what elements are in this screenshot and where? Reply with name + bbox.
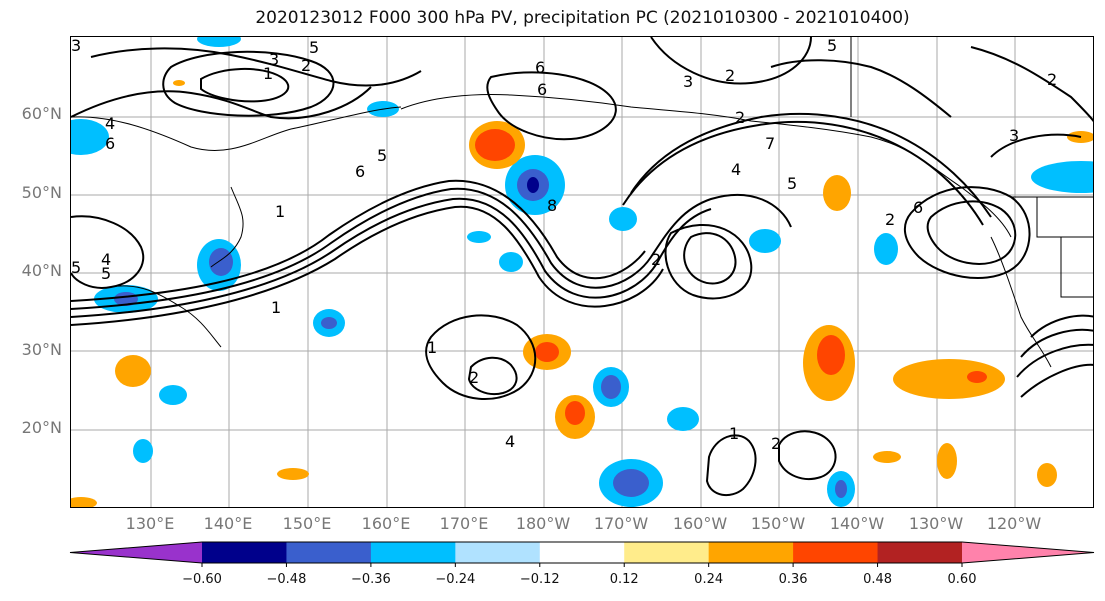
coastlines bbox=[71, 37, 1093, 368]
lon-label: 120°W bbox=[986, 514, 1042, 533]
colorbar-segments bbox=[69, 541, 1095, 567]
lat-label: 20°N bbox=[21, 418, 62, 437]
map-canvas: 5 5 3 2 1 6 2 3 2 4 6 5 6 1 2 3 7 5 4 8 … bbox=[71, 37, 1093, 507]
contour-label: 1 bbox=[729, 424, 739, 443]
contour-label: 2 bbox=[469, 368, 479, 387]
lat-label: 60°N bbox=[21, 104, 62, 123]
contour-label-group: 5 5 3 2 1 6 2 3 2 4 6 5 6 1 2 3 7 5 4 8 … bbox=[71, 37, 1057, 453]
contour-label: 1 bbox=[263, 64, 273, 83]
lon-label: 170°E bbox=[439, 514, 489, 533]
pv-contours bbox=[71, 37, 1093, 497]
contour-label: 4 bbox=[505, 432, 515, 451]
contour-label: 4 bbox=[105, 114, 115, 133]
colorbar-tick-label: 0.60 bbox=[947, 572, 977, 587]
contour-label: 6 bbox=[537, 80, 547, 99]
colorbar-tick-label: 0.48 bbox=[863, 572, 893, 587]
colorbar-segment bbox=[202, 542, 287, 563]
colorbar-segment bbox=[877, 542, 963, 563]
colorbar-extend-min bbox=[70, 542, 202, 563]
contour-label: 6 bbox=[535, 58, 545, 77]
contour-label: 6 bbox=[913, 198, 923, 217]
contour-label: 5 bbox=[377, 146, 387, 165]
colorbar-tick-label: −0.24 bbox=[435, 572, 476, 587]
colorbar-segment bbox=[286, 542, 372, 563]
contour-label: 4 bbox=[731, 160, 741, 179]
contour-label: 6 bbox=[105, 134, 115, 153]
contour-label: 7 bbox=[765, 134, 775, 153]
colorbar-segment bbox=[793, 542, 879, 563]
colorbar-tick-label: −0.60 bbox=[182, 572, 222, 587]
contour-label: 3 bbox=[1009, 126, 1019, 145]
lon-label: 130°W bbox=[908, 514, 964, 533]
precipitation-field bbox=[71, 37, 1093, 507]
lon-label: 140°W bbox=[829, 514, 885, 533]
contour-label: 5 bbox=[309, 38, 319, 57]
contour-label: 5 bbox=[101, 264, 111, 283]
contour-label: 3 bbox=[71, 37, 81, 55]
colorbar-segment bbox=[539, 542, 625, 563]
colorbar-tick-label: −0.12 bbox=[519, 572, 560, 587]
contour-label: 5 bbox=[787, 174, 797, 193]
contour-label: 2 bbox=[735, 108, 745, 127]
contour-label: 4 bbox=[101, 250, 111, 269]
contour-label: 1 bbox=[271, 298, 281, 317]
colorbar-outline bbox=[69, 541, 1095, 564]
colorbar-tick-label: 0.36 bbox=[778, 572, 808, 587]
lon-label: 140°E bbox=[203, 514, 253, 533]
colorbar-segment bbox=[455, 542, 541, 563]
lon-label: 160°E bbox=[361, 514, 411, 533]
contour-label: 3 bbox=[683, 72, 693, 91]
lat-label: 50°N bbox=[21, 183, 62, 202]
colorbar-segment bbox=[708, 542, 794, 563]
colorbar-segment bbox=[370, 542, 456, 563]
contour-label: 6 bbox=[355, 162, 365, 181]
colorbar-tick-label: −0.48 bbox=[266, 572, 307, 587]
contour-label: 1 bbox=[275, 202, 285, 221]
colorbar-segment bbox=[624, 542, 710, 563]
map-panel: 5 5 3 2 1 6 2 3 2 4 6 5 6 1 2 3 7 5 4 8 … bbox=[70, 36, 1094, 508]
contour-label: 2 bbox=[301, 56, 311, 75]
map-title: 2020123012 F000 300 hPa PV, precipitatio… bbox=[255, 8, 910, 28]
contour-label: 5 bbox=[71, 258, 81, 277]
contour-label: 8 bbox=[547, 196, 557, 215]
contour-label: 2 bbox=[885, 210, 895, 229]
contour-label: 3 bbox=[269, 50, 279, 69]
contour-label: 2 bbox=[651, 250, 661, 269]
lon-label: 160°W bbox=[672, 514, 728, 533]
colorbar-tick-label: −0.36 bbox=[350, 572, 391, 587]
contour-label: 2 bbox=[771, 434, 781, 453]
colorbar-extend-max bbox=[962, 542, 1094, 563]
contour-label: 2 bbox=[1047, 70, 1057, 89]
contour-label: 5 bbox=[827, 37, 837, 55]
colorbar-tick-label: 0.24 bbox=[694, 572, 724, 587]
lon-label: 170°W bbox=[593, 514, 649, 533]
colorbar-tick-label: 0.12 bbox=[609, 572, 639, 587]
lon-label: 130°E bbox=[125, 514, 175, 533]
contour-label: 1 bbox=[427, 338, 437, 357]
lat-label: 40°N bbox=[21, 261, 62, 280]
contour-label: 2 bbox=[725, 66, 735, 85]
lon-label: 150°E bbox=[282, 514, 332, 533]
lat-label: 30°N bbox=[21, 340, 62, 359]
lon-label: 180°W bbox=[515, 514, 571, 533]
lon-label: 150°W bbox=[750, 514, 806, 533]
